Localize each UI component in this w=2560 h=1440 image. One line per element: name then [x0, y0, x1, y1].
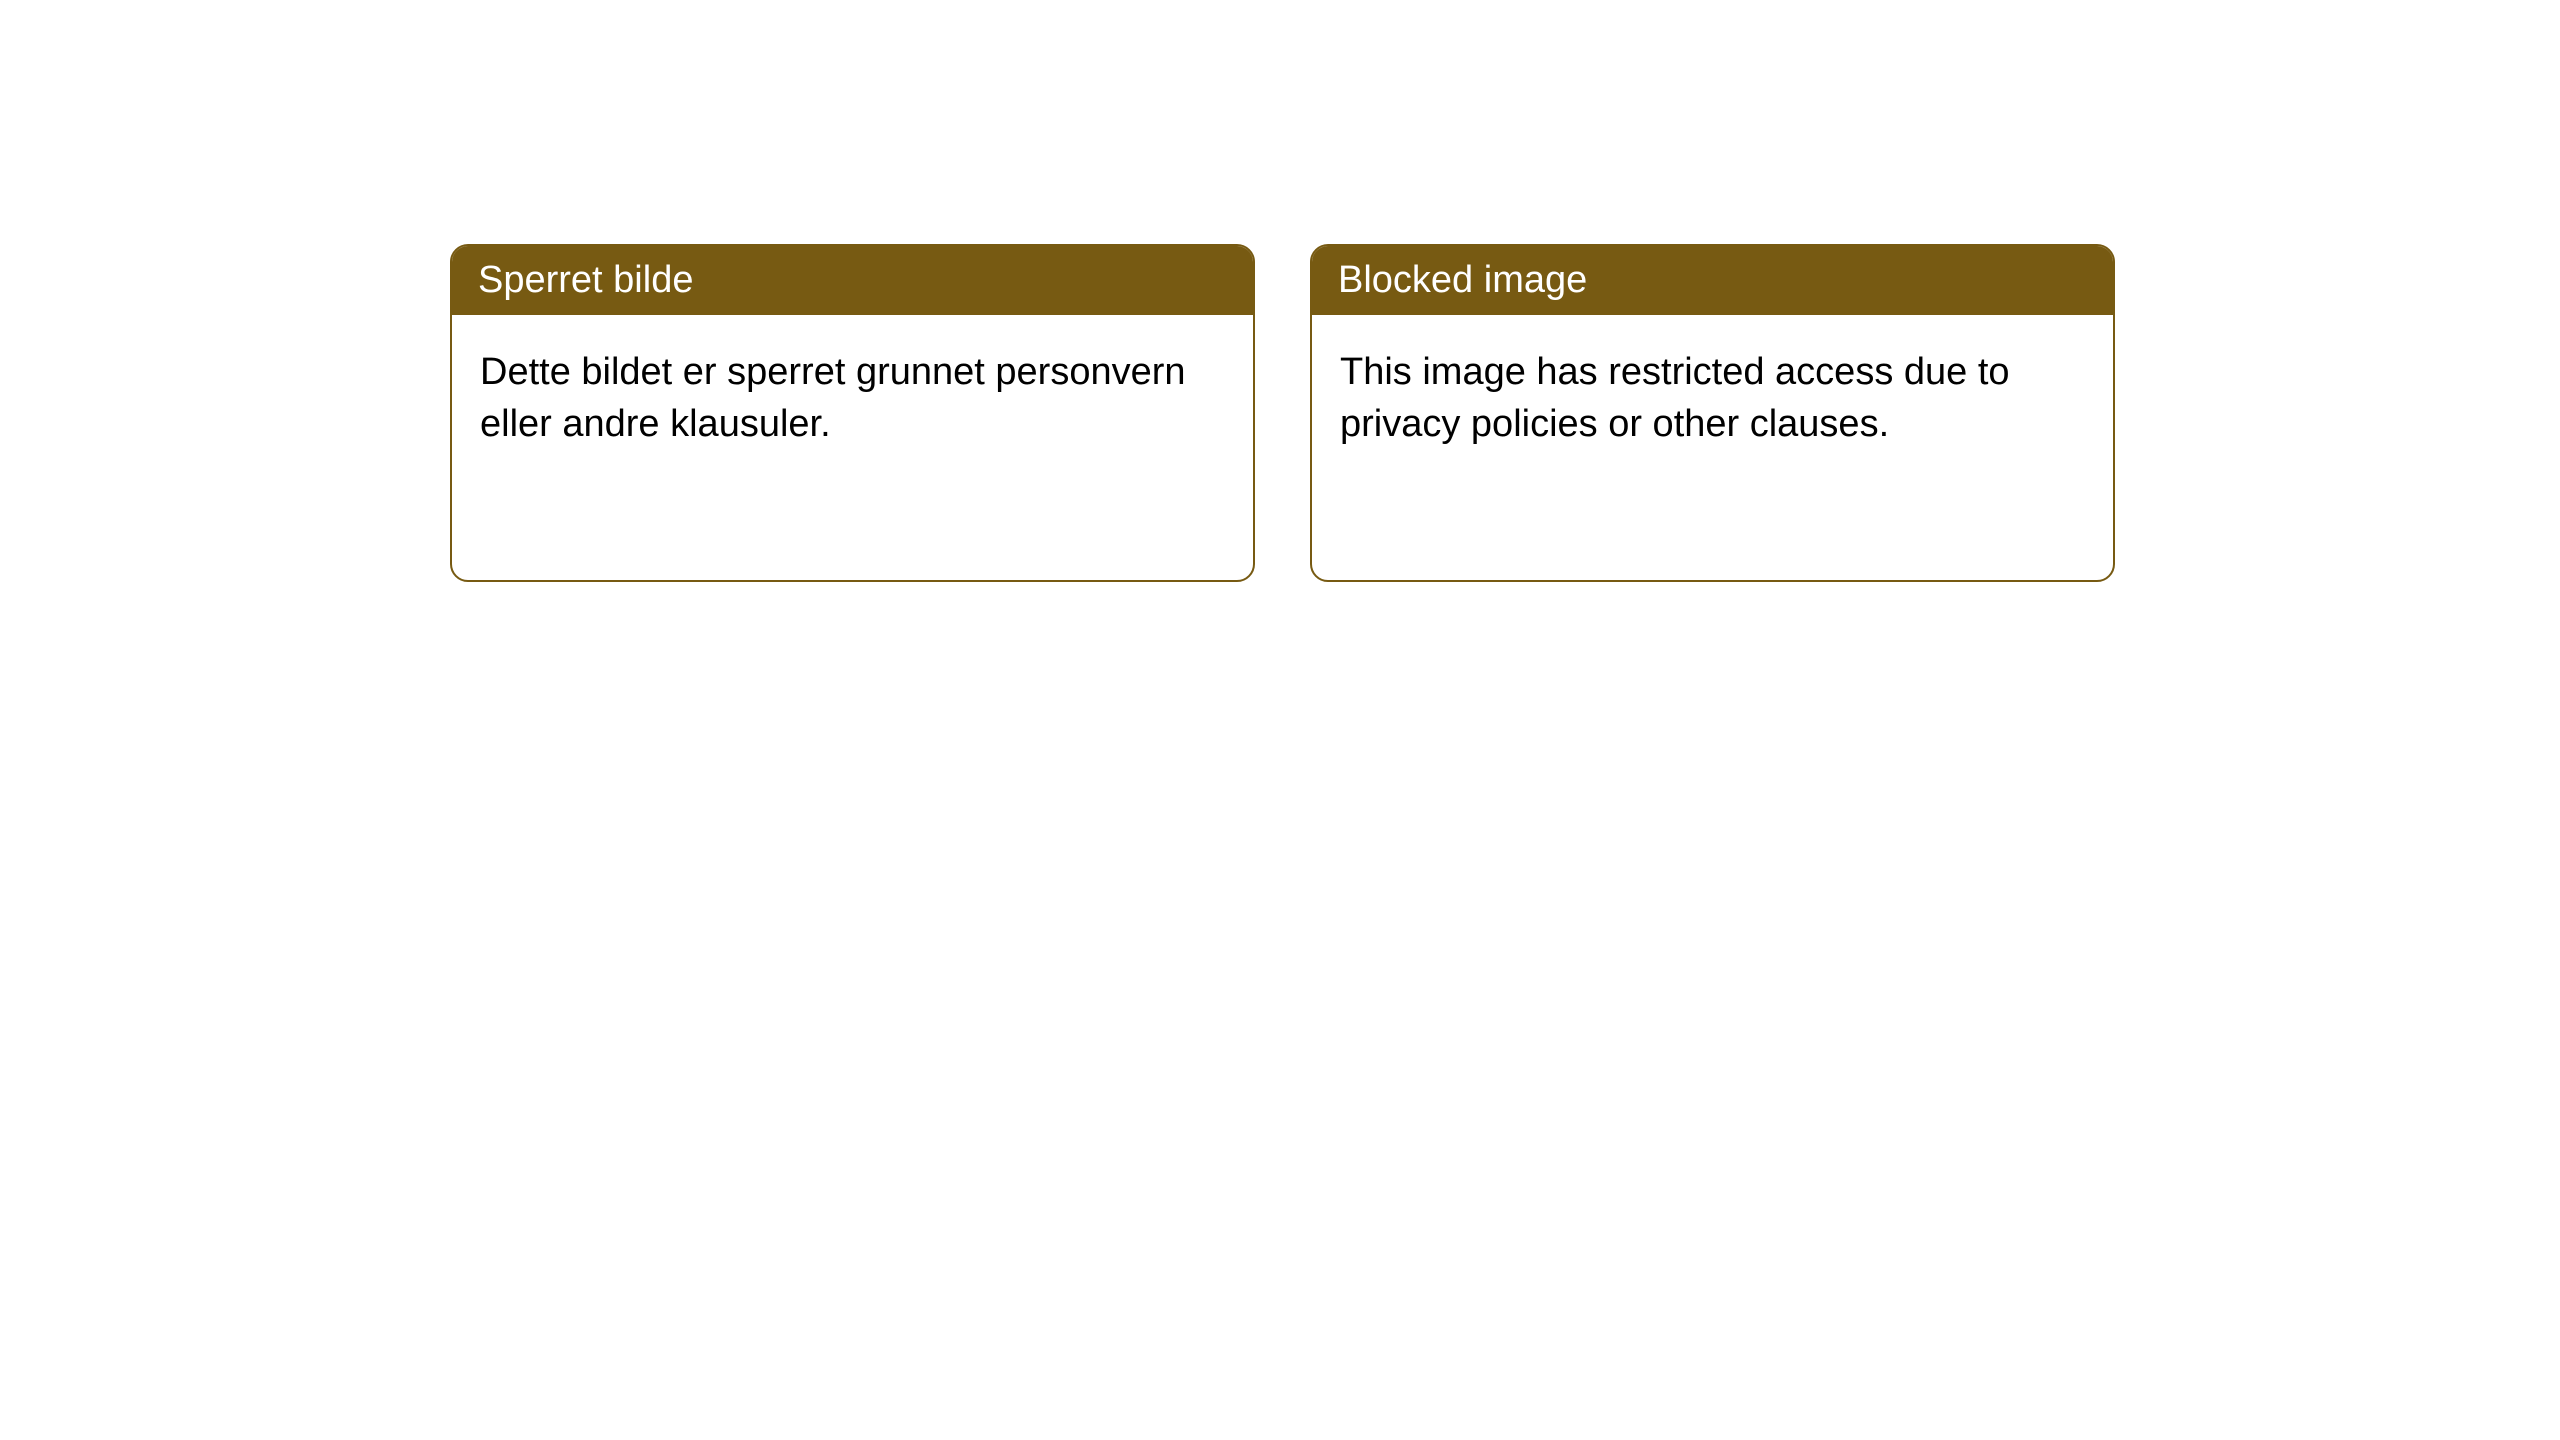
card-body: Dette bildet er sperret grunnet personve… [452, 315, 1253, 580]
card-message: This image has restricted access due to … [1340, 351, 2010, 444]
card-body: This image has restricted access due to … [1312, 315, 2113, 580]
card-header: Blocked image [1312, 246, 2113, 315]
notice-cards-container: Sperret bilde Dette bildet er sperret gr… [450, 244, 2115, 582]
card-message: Dette bildet er sperret grunnet personve… [480, 351, 1186, 444]
card-title: Blocked image [1338, 259, 1587, 301]
card-header: Sperret bilde [452, 246, 1253, 315]
notice-card-english: Blocked image This image has restricted … [1310, 244, 2115, 582]
card-title: Sperret bilde [478, 259, 693, 301]
notice-card-norwegian: Sperret bilde Dette bildet er sperret gr… [450, 244, 1255, 582]
